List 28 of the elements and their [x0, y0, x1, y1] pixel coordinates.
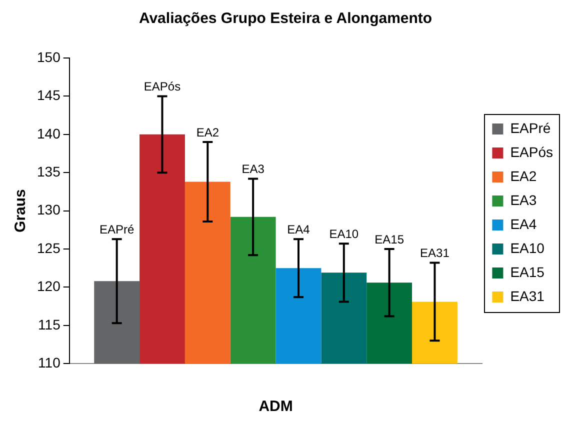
text: EA15	[374, 232, 404, 246]
legend-label: EA31	[510, 288, 545, 304]
text: EA2	[196, 125, 220, 140]
legend-label: EAPós	[510, 144, 554, 160]
text: EA4	[287, 222, 310, 236]
x-axis-title: ADM	[258, 398, 293, 416]
y-tick-label: 150	[37, 48, 61, 65]
y-axis-title: Graus	[12, 189, 30, 232]
text: EA10	[329, 226, 359, 241]
chart-title: Avaliações Grupo Esteira e Alongamento	[138, 10, 432, 28]
y-tick-label: 125	[37, 240, 61, 256]
text: EA31	[420, 246, 450, 260]
y-tick-label: 140	[37, 125, 61, 142]
text: EAPós	[144, 80, 181, 94]
y-tick-label: 130	[37, 202, 61, 218]
y-tick-label: 135	[37, 163, 61, 180]
legend-label: EAPré	[510, 120, 551, 136]
legend-label: EA10	[510, 240, 545, 256]
legend-label: EA2	[510, 168, 537, 184]
legend-label: EA3	[510, 192, 537, 208]
text: EAPré	[99, 222, 134, 236]
y-tick-label: 145	[37, 87, 61, 104]
legend-label: EA15	[510, 264, 545, 280]
legend-label: EA4	[510, 216, 537, 232]
y-tick-label: 115	[38, 316, 61, 332]
y-tick-label: 120	[37, 278, 61, 294]
y-tick-label: 110	[38, 354, 61, 370]
text: EA3	[242, 162, 264, 176]
